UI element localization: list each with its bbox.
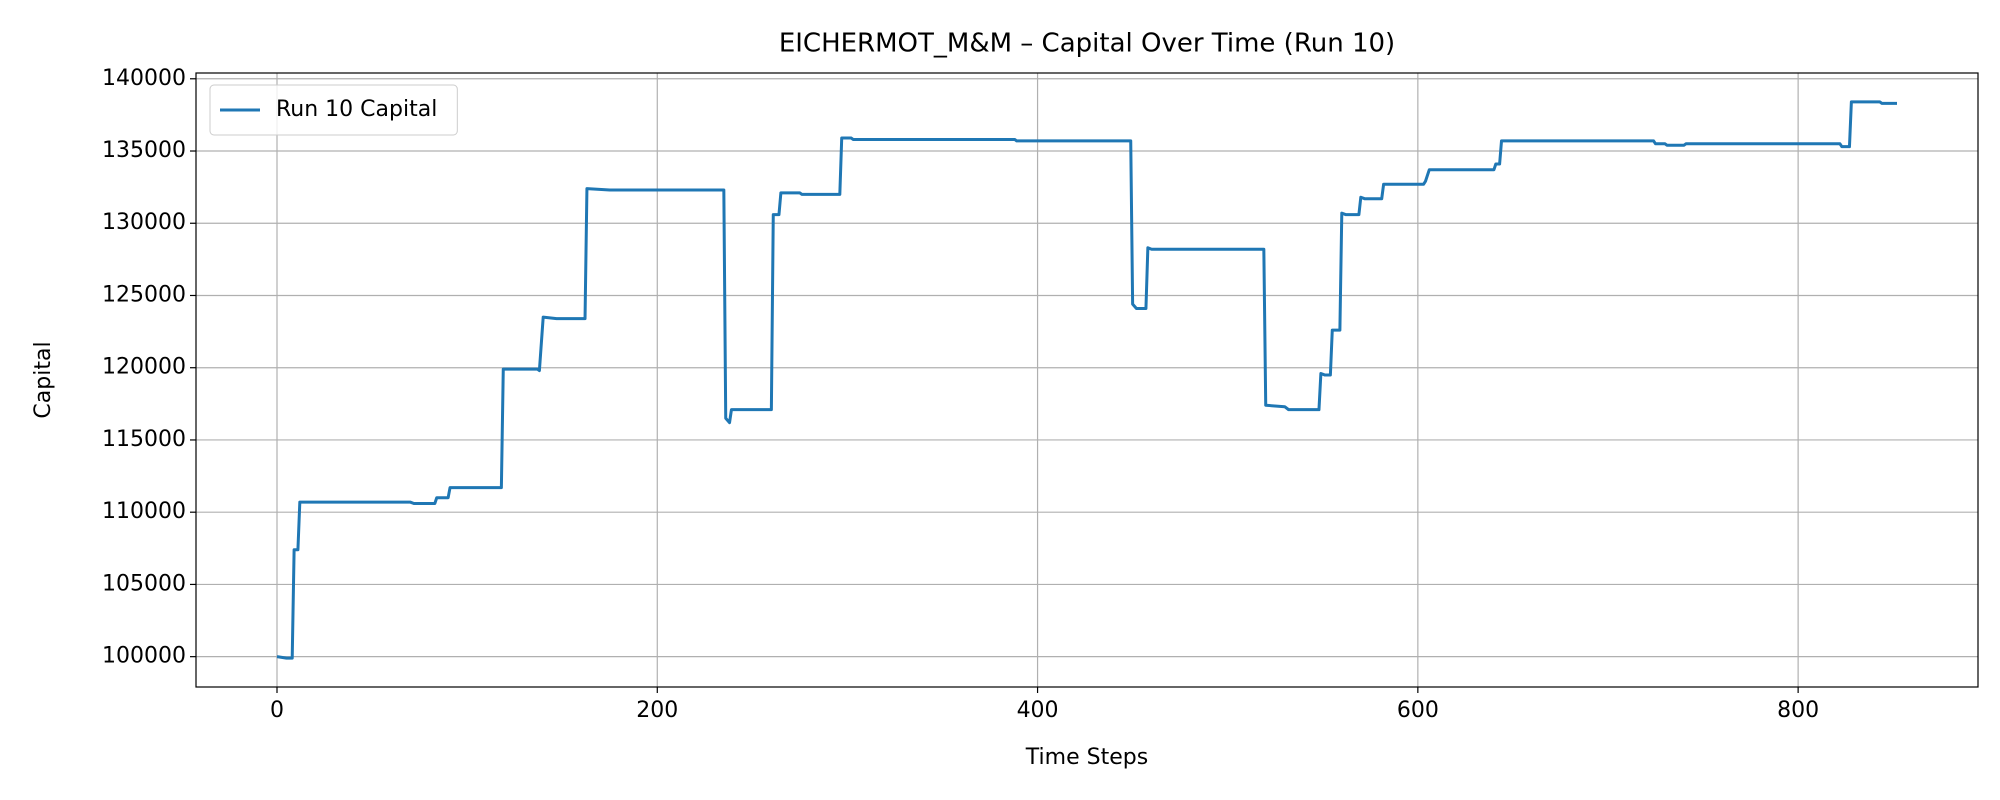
- y-tick-label: 125000: [102, 282, 186, 307]
- y-tick-label: 140000: [102, 66, 186, 91]
- y-tick-label: 105000: [102, 571, 186, 596]
- legend-label: Run 10 Capital: [276, 97, 437, 122]
- x-axis-label: Time Steps: [1025, 745, 1148, 770]
- legend-box: [209, 84, 458, 136]
- plot-frame: [195, 72, 1979, 688]
- y-axis-label: Capital: [31, 341, 56, 418]
- x-tick-label: 600: [1397, 698, 1439, 723]
- y-tick-label: 115000: [102, 427, 186, 452]
- x-tick-label: 800: [1777, 698, 1819, 723]
- y-tick-label: 130000: [102, 210, 186, 235]
- legend: Run 10 Capital: [209, 84, 458, 136]
- x-tick-label: 200: [636, 698, 678, 723]
- data-line: [276, 100, 1897, 660]
- y-tick-label: 110000: [102, 499, 186, 524]
- y-tick-label: 100000: [102, 644, 186, 669]
- chart-title: EICHERMOT_M&M – Capital Over Time (Run 1…: [779, 29, 1395, 59]
- x-tick-label: 400: [1017, 698, 1059, 723]
- x-tick-label: 0: [270, 698, 284, 723]
- y-tick-label: 120000: [102, 355, 186, 380]
- y-tick-label: 135000: [102, 138, 186, 163]
